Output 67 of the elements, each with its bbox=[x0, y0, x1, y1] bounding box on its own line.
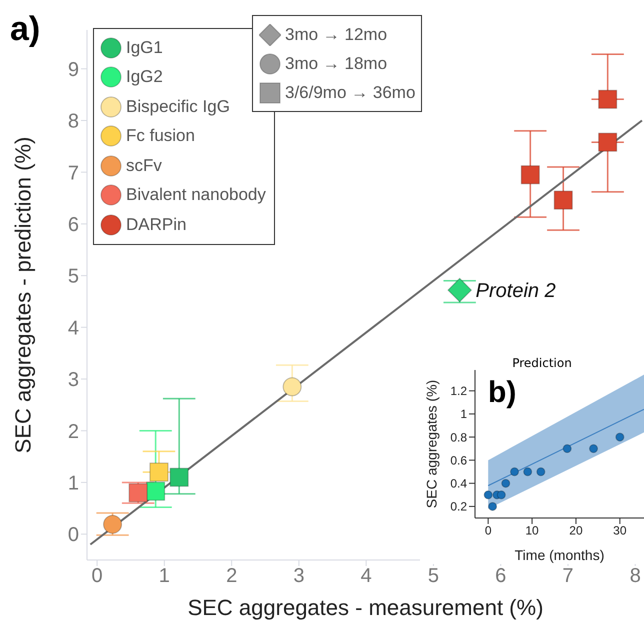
legend-label: Fc fusion bbox=[126, 126, 195, 146]
y-tick-label: 0.4 bbox=[450, 476, 468, 491]
x-tick-label: 6 bbox=[495, 565, 506, 588]
y-tick-label: 7 bbox=[68, 162, 79, 184]
y-tick-label: 9 bbox=[68, 58, 79, 81]
y-tick-label: 2 bbox=[68, 420, 79, 443]
point bbox=[520, 165, 540, 184]
point bbox=[501, 478, 510, 488]
x-tick-label: 1 bbox=[158, 565, 170, 588]
x-tick-label: 5 bbox=[428, 565, 440, 588]
y-tick-label: 3 bbox=[68, 369, 79, 392]
y-axis-title: SEC aggregates - prediction (%) bbox=[10, 136, 36, 454]
annotation: b) bbox=[488, 376, 516, 410]
point bbox=[523, 467, 532, 476]
x-tick-label: 0 bbox=[92, 565, 103, 588]
legend-label: Bivalent nanobody bbox=[126, 185, 266, 206]
chart-title: Prediction bbox=[511, 356, 573, 370]
point bbox=[282, 377, 302, 396]
x-tick-label: 3 bbox=[293, 565, 304, 588]
point bbox=[170, 468, 189, 487]
x-tick-label: 0 bbox=[484, 524, 492, 538]
y-tick-label: 1.2 bbox=[450, 384, 468, 398]
point bbox=[146, 482, 166, 501]
point bbox=[496, 490, 506, 500]
y-tick-label: 1 bbox=[460, 407, 468, 422]
legend-label: IgG1 bbox=[126, 38, 163, 58]
x-tick-label: 7 bbox=[562, 565, 574, 588]
point bbox=[589, 444, 598, 454]
point bbox=[510, 467, 520, 476]
point bbox=[484, 490, 493, 500]
point bbox=[598, 132, 618, 152]
point bbox=[447, 278, 472, 302]
point bbox=[149, 462, 168, 482]
x-tick-label: 20 bbox=[569, 524, 583, 538]
point bbox=[488, 502, 498, 511]
y-tick-label: 4 bbox=[68, 317, 79, 340]
point bbox=[536, 467, 546, 476]
y-tick-label: 8 bbox=[68, 110, 79, 133]
point bbox=[103, 514, 122, 534]
x-axis-title: SEC aggregates - measurement (%) bbox=[188, 595, 544, 620]
point bbox=[562, 444, 572, 454]
annotation: 3mo → 18mo bbox=[285, 54, 388, 74]
x-tick-label: 8 bbox=[630, 565, 641, 588]
x-tick-label: 2 bbox=[226, 565, 238, 588]
y-tick-label: 6 bbox=[68, 214, 79, 236]
x-tick-label: 30 bbox=[613, 524, 627, 538]
x-axis-title: Time (months) bbox=[514, 547, 604, 563]
annotation: 3/6/9mo → 36mo bbox=[285, 82, 416, 102]
y-axis-title: SEC aggregates (%) bbox=[423, 380, 440, 508]
x-tick-label: 10 bbox=[525, 524, 540, 538]
y-tick-label: 5 bbox=[68, 266, 79, 288]
text: a) bbox=[10, 10, 40, 49]
legend-label: DARPin bbox=[126, 214, 186, 235]
legend-label: scFv bbox=[126, 156, 162, 176]
y-tick-label: 0.6 bbox=[450, 453, 468, 468]
point bbox=[598, 90, 618, 109]
y-tick-label: 0.2 bbox=[450, 500, 468, 514]
point bbox=[615, 432, 624, 442]
legend-label: IgG2 bbox=[126, 67, 163, 88]
annotation: 3mo → 12mo bbox=[285, 24, 388, 44]
point bbox=[554, 190, 573, 210]
legend-label: Bispecific IgG bbox=[126, 96, 230, 117]
point bbox=[128, 483, 148, 502]
y-tick-label: 1 bbox=[68, 472, 79, 495]
x-tick-label: 4 bbox=[360, 565, 372, 588]
annotation: Protein 2 bbox=[476, 280, 556, 302]
y-tick-label: 0.8 bbox=[450, 430, 468, 444]
